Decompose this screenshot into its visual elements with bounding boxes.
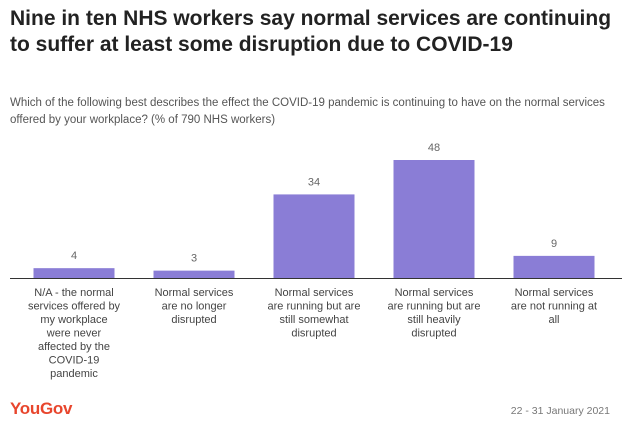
- category-label-1: N/A - the normal services offered by my wo…: [28, 287, 121, 380]
- category-label-line: were never: [46, 328, 102, 340]
- fieldwork-date: 22 - 31 January 2021: [510, 405, 610, 417]
- category-label-line: pandemic: [50, 368, 98, 380]
- category-label-4: Normal services are running but are still …: [388, 287, 481, 340]
- category-label-line: still somewhat: [279, 314, 348, 326]
- category-label-line: are no longer: [162, 301, 227, 313]
- category-label-line: still heavily: [407, 314, 461, 326]
- bar-4: [393, 160, 475, 278]
- category-label-line: my workplace: [40, 314, 107, 326]
- bar-2: [153, 270, 235, 278]
- data-label-4: 48: [428, 142, 440, 154]
- category-label-line: are not running at: [511, 301, 597, 313]
- category-label-3: Normal services are running but are still …: [268, 287, 361, 340]
- category-label-5: Normal services are not running at all: [511, 287, 597, 326]
- chart-subtitle: Which of the following best describes th…: [10, 97, 605, 126]
- category-label-2: Normal services are no longer disrupted: [155, 287, 234, 326]
- category-label-line: disrupted: [411, 328, 456, 340]
- category-label-line: are running but are: [388, 301, 481, 313]
- category-label-line: N/A - the normal: [34, 287, 113, 299]
- category-label-line: Normal services: [275, 287, 354, 299]
- chart-title: Nine in ten NHS workers say normal servi…: [10, 7, 612, 56]
- category-label-line: services offered by: [28, 301, 121, 313]
- category-label-line: affected by the: [38, 341, 110, 353]
- category-label-line: all: [548, 314, 559, 326]
- category-label-line: Normal services: [155, 287, 234, 299]
- category-label-line: Normal services: [515, 287, 594, 299]
- data-label-5: 9: [551, 238, 557, 250]
- data-label-1: 4: [71, 250, 77, 262]
- data-label-3: 34: [308, 176, 320, 188]
- data-label-2: 3: [191, 253, 197, 265]
- bar-3: [273, 194, 355, 278]
- category-label-line: Normal services: [395, 287, 474, 299]
- category-label-line: disrupted: [291, 328, 336, 340]
- category-label-line: are running but are: [268, 301, 361, 313]
- category-label-line: disrupted: [171, 314, 216, 326]
- yougov-logo: YouGov: [10, 399, 73, 418]
- category-label-line: COVID-19: [49, 355, 100, 367]
- bar-5: [513, 255, 595, 278]
- bar-1: [33, 268, 115, 278]
